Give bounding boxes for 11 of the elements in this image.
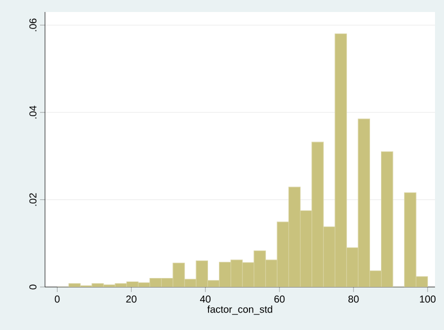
y-tick-label: .02 (29, 193, 36, 206)
x-axis-title: factor_con_std (207, 305, 272, 315)
y-tick-label: 0 (29, 284, 36, 290)
y-tick-label: .04 (29, 106, 36, 118)
x-tick-label: 20 (126, 296, 136, 303)
x-tick-label: 60 (274, 296, 285, 303)
x-tick-label: 40 (200, 296, 211, 303)
x-tick-label: 100 (420, 296, 436, 303)
y-tick-label: .06 (29, 18, 36, 32)
x-tick-label: 0 (54, 296, 60, 303)
x-tick-label: 80 (348, 296, 359, 303)
